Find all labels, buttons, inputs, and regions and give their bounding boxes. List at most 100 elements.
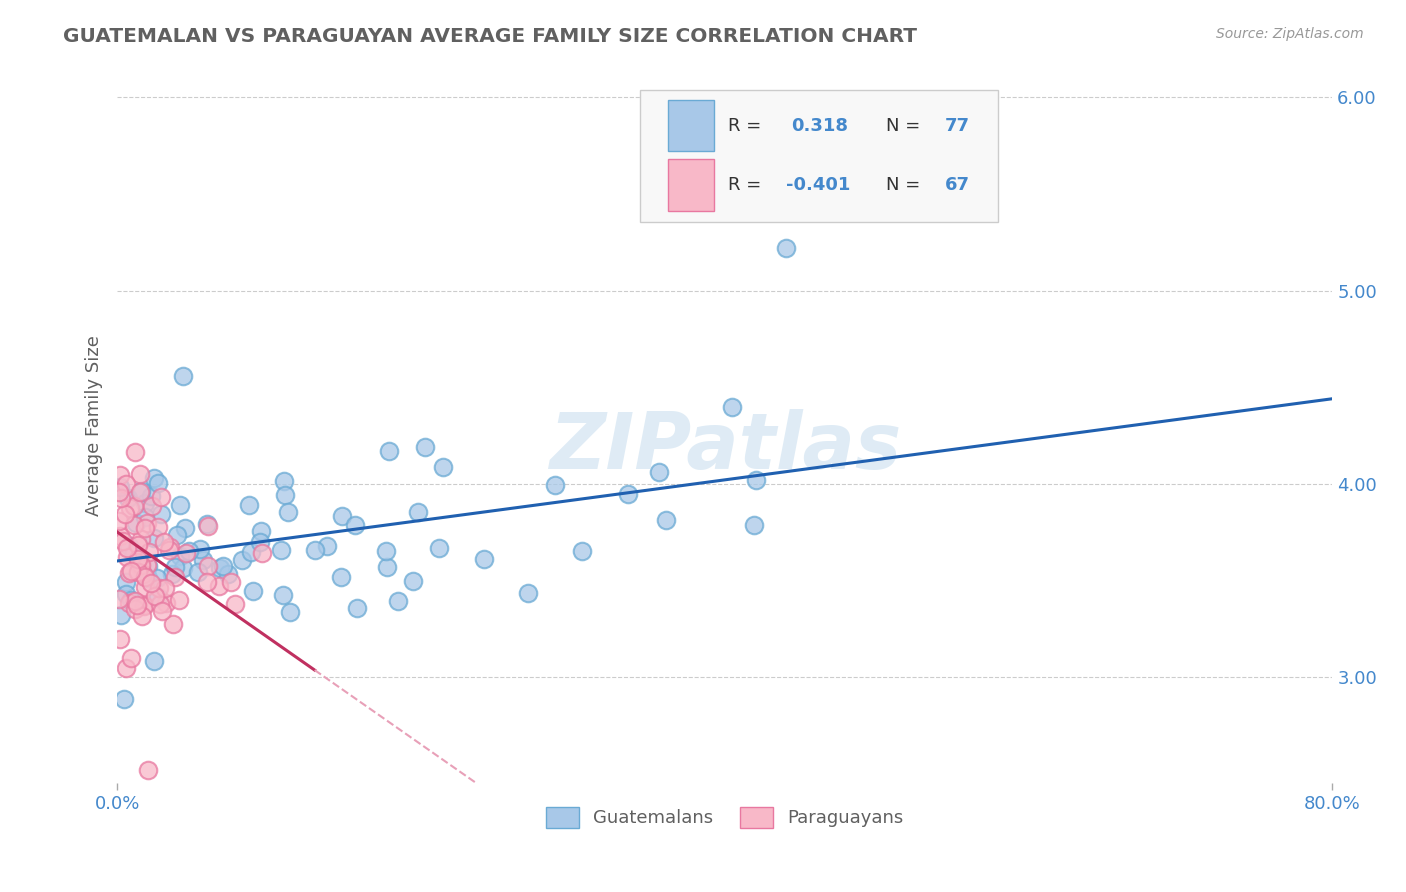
Point: [132, 598, 155, 612]
Point: [188, 541, 211, 556]
Point: [134, 570, 156, 584]
Point: [141, 489, 163, 503]
Point: [273, 475, 295, 489]
Point: [413, 440, 436, 454]
Point: [107, 592, 129, 607]
Point: [134, 521, 156, 535]
Point: [344, 518, 367, 533]
Point: [129, 532, 152, 546]
Text: 67: 67: [945, 176, 970, 194]
Point: [655, 513, 678, 527]
Text: ZIPatlas: ZIPatlas: [548, 409, 901, 485]
Point: [195, 517, 218, 532]
Point: [117, 541, 139, 555]
Point: [110, 491, 132, 505]
Point: [387, 594, 409, 608]
Point: [775, 241, 797, 255]
Point: [146, 476, 169, 491]
Point: [346, 600, 368, 615]
Point: [212, 559, 235, 574]
Point: [107, 514, 129, 528]
Point: [169, 549, 191, 563]
Point: [127, 598, 149, 612]
Point: [149, 507, 172, 521]
Point: [544, 477, 567, 491]
Point: [141, 499, 163, 513]
Point: [187, 565, 209, 579]
Point: [157, 542, 180, 557]
Point: [316, 539, 339, 553]
Point: [108, 529, 131, 543]
Point: [278, 605, 301, 619]
Point: [124, 594, 146, 608]
Text: N =: N =: [886, 117, 921, 135]
Point: [145, 589, 167, 603]
Point: [163, 570, 186, 584]
Point: [108, 467, 131, 482]
Point: [250, 546, 273, 560]
Point: [117, 491, 139, 505]
Point: [136, 516, 159, 530]
Point: [122, 518, 145, 533]
Text: GUATEMALAN VS PARAGUAYAN AVERAGE FAMILY SIZE CORRELATION CHART: GUATEMALAN VS PARAGUAYAN AVERAGE FAMILY …: [63, 27, 917, 45]
Text: 77: 77: [945, 117, 970, 135]
Point: [163, 559, 186, 574]
Point: [115, 661, 138, 675]
Point: [118, 596, 141, 610]
Point: [108, 484, 131, 499]
Point: [742, 518, 765, 533]
Point: [128, 559, 150, 574]
Point: [304, 542, 326, 557]
Point: [115, 575, 138, 590]
Point: [110, 607, 132, 622]
Point: [250, 524, 273, 538]
Point: [114, 507, 136, 521]
Point: [240, 545, 263, 559]
Point: [172, 369, 194, 384]
Point: [159, 540, 181, 554]
Point: [125, 516, 148, 531]
Point: [745, 473, 768, 487]
Point: [432, 459, 454, 474]
Point: [129, 485, 152, 500]
Point: [209, 561, 232, 575]
Point: [231, 552, 253, 566]
Point: [153, 534, 176, 549]
Point: [219, 575, 242, 590]
Text: R =: R =: [728, 117, 762, 135]
Point: [160, 567, 183, 582]
Y-axis label: Average Family Size: Average Family Size: [86, 335, 103, 516]
Point: [127, 538, 149, 552]
Point: [110, 480, 132, 494]
Point: [138, 544, 160, 558]
Point: [375, 543, 398, 558]
Point: [648, 465, 671, 479]
Point: [121, 650, 143, 665]
Point: [217, 567, 239, 582]
FancyBboxPatch shape: [640, 90, 998, 222]
Point: [146, 520, 169, 534]
Point: [472, 552, 495, 566]
Point: [118, 539, 141, 553]
Point: [118, 566, 141, 580]
Text: 0.318: 0.318: [792, 117, 849, 135]
Point: [142, 471, 165, 485]
Point: [242, 583, 264, 598]
Point: [129, 484, 152, 499]
Point: [129, 558, 152, 573]
Point: [143, 532, 166, 546]
Point: [135, 558, 157, 572]
Point: [136, 559, 159, 574]
Point: [134, 510, 156, 524]
Point: [166, 528, 188, 542]
Point: [149, 490, 172, 504]
Point: [277, 505, 299, 519]
Point: [108, 632, 131, 646]
Point: [120, 592, 142, 607]
Point: [146, 571, 169, 585]
Point: [111, 534, 134, 549]
Point: [720, 401, 742, 415]
Point: [129, 467, 152, 481]
Point: [224, 597, 246, 611]
Point: [115, 477, 138, 491]
